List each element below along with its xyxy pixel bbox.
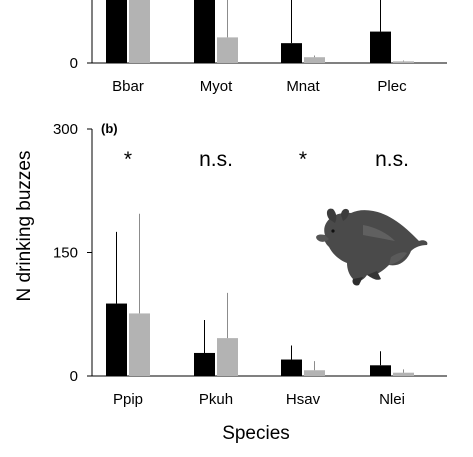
panel-a: 0 Bbar Myot Mnat Plec (70, 0, 447, 95)
bat-icon (316, 208, 428, 286)
significance-label: n.s. (375, 148, 409, 171)
y-tick-label: 300 (53, 121, 78, 138)
bar-bbar-series-2 (129, 0, 150, 63)
bar-bbar-series-1 (106, 0, 127, 63)
y-axis-title-text: N drinking buzzes (14, 150, 35, 302)
y-tick-label: 150 (53, 245, 78, 262)
bar-myot-series-1 (194, 0, 215, 63)
bar-nlei-series-1 (370, 365, 391, 376)
bar-plec-series-2 (393, 61, 414, 63)
bar-ppip-series-1 (106, 303, 127, 376)
y-tick-label: 0 (70, 368, 78, 385)
significance-label: * (299, 148, 307, 171)
significance-label: * (124, 148, 132, 171)
significance-label: n.s. (199, 148, 233, 171)
bar-nlei-series-2 (393, 372, 414, 376)
x-tick-label: Mnat (286, 78, 320, 95)
bar-mnat-series-1 (281, 43, 302, 63)
bar-plec-series-1 (370, 31, 391, 63)
x-tick-label: Hsav (286, 391, 321, 408)
panel-b: 0 150 300 Ppip * Pkuh n.s. Hsav * Nlei n.s. (b) (53, 121, 447, 408)
bar-pkuh-series-1 (194, 352, 215, 376)
x-tick-label: Pkuh (199, 391, 233, 408)
bar-ppip-series-2 (129, 313, 150, 376)
panel-label: (b) (101, 121, 118, 136)
x-tick-label: Nlei (379, 391, 405, 408)
y-tick-label: 0 (70, 55, 78, 72)
x-axis-title-text: Species (222, 423, 290, 444)
bar-pkuh-series-2 (217, 338, 238, 376)
x-tick-label: Bbar (112, 78, 144, 95)
bar-mnat-series-2 (304, 57, 325, 63)
x-tick-label: Plec (377, 78, 407, 95)
bar-hsav-series-2 (304, 370, 325, 376)
x-tick-label: Ppip (113, 391, 143, 408)
bar-hsav-series-1 (281, 359, 302, 376)
x-tick-label: Myot (200, 78, 233, 95)
bar-myot-series-2 (217, 37, 238, 63)
